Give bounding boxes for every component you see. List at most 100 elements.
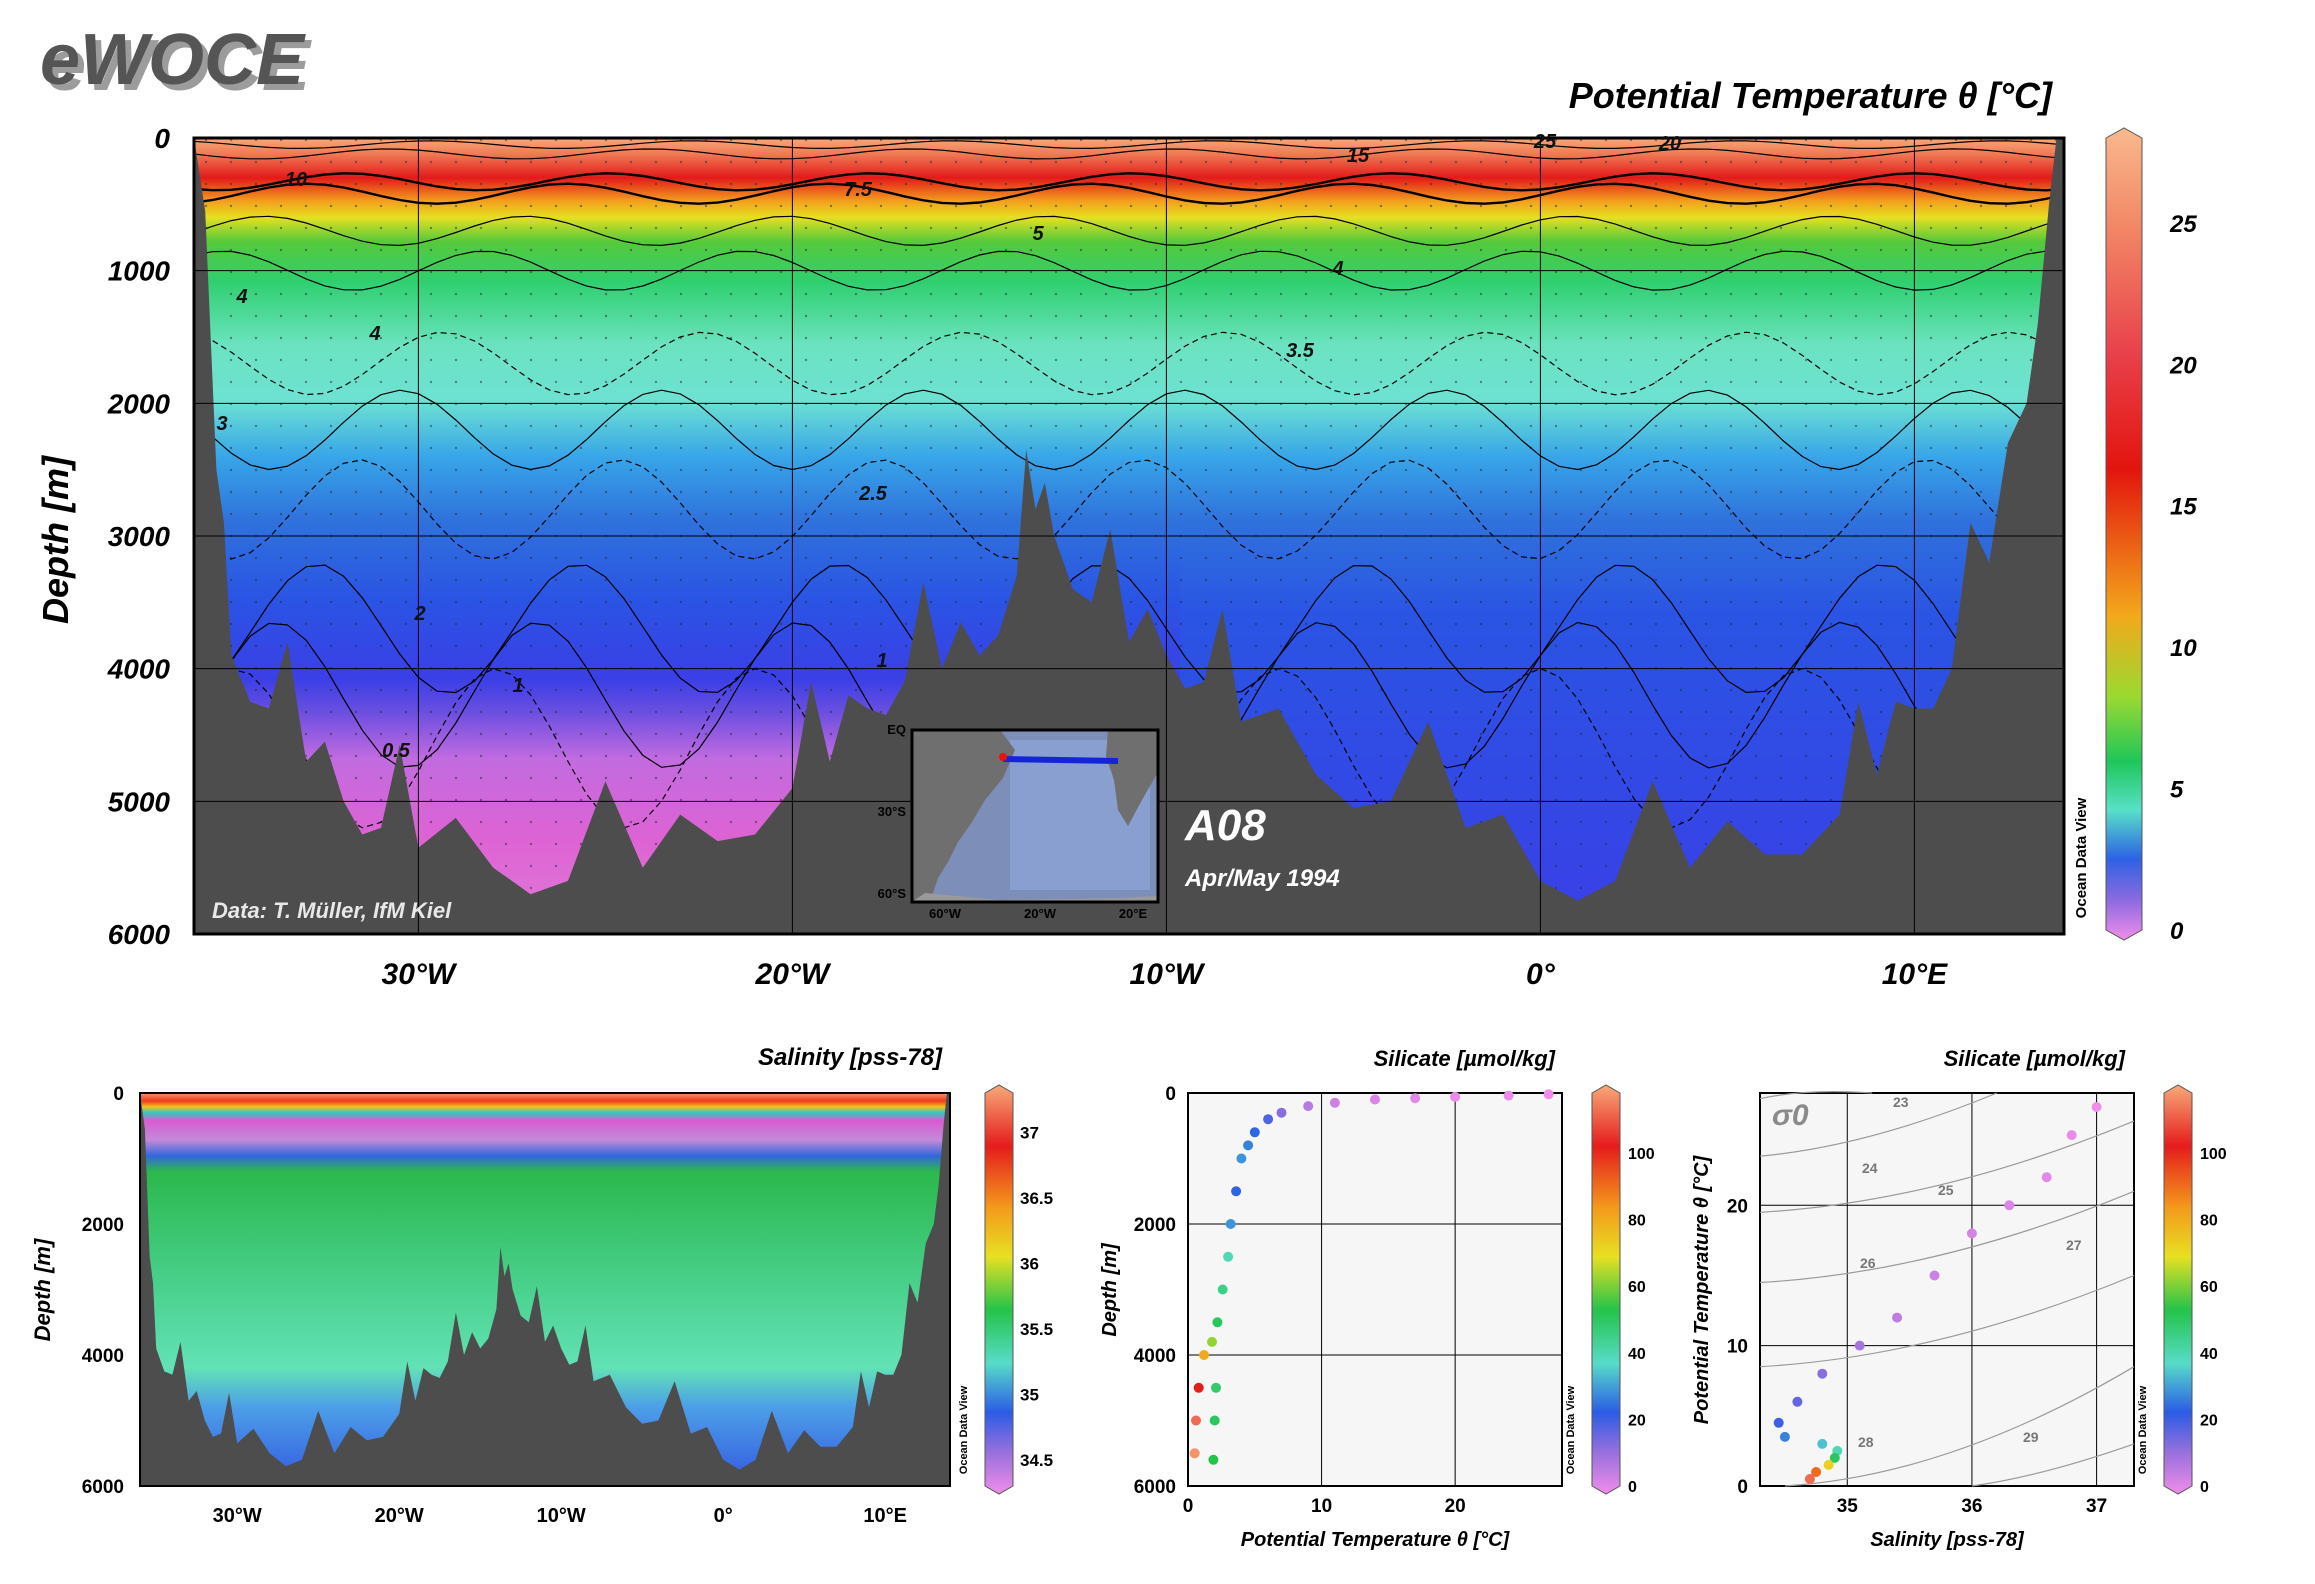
ytick-label: 4000	[107, 654, 171, 685]
isopycnal-label: 25	[1938, 1182, 1954, 1198]
ytick-label: 3000	[108, 521, 171, 552]
main-grid	[194, 138, 2064, 934]
data-point	[1543, 1089, 1554, 1100]
data-point	[1929, 1270, 1940, 1281]
data-point	[2041, 1172, 2052, 1183]
africa-landmass	[1106, 730, 1158, 826]
svg-text:Ocean Data View: Ocean Data View	[2137, 1385, 2149, 1474]
contour-label: 2.5	[858, 483, 888, 505]
svg-text:Ocean Data View: Ocean Data View	[958, 1385, 970, 1474]
ts-xlabel: Salinity [pss-78]	[1870, 1529, 2025, 1551]
salinity-frame	[139, 1092, 951, 1487]
ts-frame	[1759, 1092, 2135, 1487]
theta-depth-ylabel: Depth [m]	[1099, 1242, 1121, 1337]
colorbar-tick: 40	[2200, 1346, 2218, 1363]
sigma-label: σ0	[1772, 1099, 1809, 1132]
ts-colorbar: 100 80 60 40 20 0 Ocean Data View	[2137, 1084, 2227, 1496]
isopycnal-line	[1759, 1120, 2135, 1213]
data-point	[1829, 1452, 1840, 1463]
xtick-label: 36	[1961, 1496, 1982, 1517]
contour-label: 1	[876, 650, 887, 672]
data-point	[1804, 1474, 1815, 1484]
isopycnal-label: 27	[2066, 1237, 2082, 1253]
data-point	[1817, 1438, 1828, 1449]
data-point	[1209, 1415, 1220, 1426]
main-frame	[192, 136, 2066, 936]
xtick-label: 30°W	[382, 958, 458, 991]
salinity-yticks: 0 2000 4000 6000	[82, 1084, 124, 1498]
main-xticks: 30°W 20°W 10°W 0° 10°E	[382, 958, 1949, 991]
colorbar-tick: 100	[2200, 1146, 2227, 1163]
ewoce-logo: eWOCE eWOCE	[40, 20, 312, 106]
ts-points	[1773, 1102, 2102, 1484]
data-point	[1329, 1097, 1340, 1108]
colorbar-tick: 35.5	[1020, 1320, 1053, 1339]
contour-line	[194, 564, 2064, 694]
section-name: A08	[1184, 801, 1266, 850]
data-point	[1892, 1312, 1903, 1323]
contour-label: 4	[1331, 258, 1343, 280]
ytick-label: 4000	[82, 1346, 124, 1367]
contour-line	[194, 250, 2064, 291]
data-point	[1823, 1459, 1834, 1470]
ytick-label: 2000	[107, 388, 171, 419]
main-title: Potential Temperature θ [°C]	[1569, 75, 2053, 116]
colorbar-tick: 36	[1020, 1254, 1039, 1273]
svg-text:60°W: 60°W	[929, 906, 962, 921]
contour-line	[194, 140, 2064, 150]
svg-text:30°S: 30°S	[878, 804, 907, 819]
theta-depth-grid	[1188, 1093, 1562, 1486]
data-point	[2066, 1130, 2077, 1141]
theta-depth-yticks: 0 2000 4000 6000	[1134, 1084, 1176, 1498]
colorbar-tick: 0	[1628, 1479, 1637, 1496]
data-point	[1191, 1415, 1201, 1426]
data-point	[1207, 1336, 1217, 1347]
contour-label: 4	[235, 286, 247, 308]
section-date: Apr/May 1994	[1184, 865, 1340, 892]
ytick-label: 0	[154, 123, 170, 154]
contour-line	[194, 331, 2064, 396]
isopycnal-line	[1759, 1091, 1873, 1100]
ts-yticks: 0 10 20	[1727, 1196, 1748, 1498]
contour-label: 20	[1658, 133, 1681, 155]
data-point	[1243, 1140, 1254, 1151]
data-point	[1236, 1153, 1247, 1164]
colorbar-tick: 80	[2200, 1213, 2218, 1230]
xtick-label: 35	[1837, 1496, 1859, 1517]
colorbar-tick: 5	[2170, 777, 2184, 804]
data-point	[1211, 1382, 1221, 1393]
contour-line	[194, 389, 2064, 471]
isopycnal-label: 26	[1860, 1255, 1876, 1271]
colorbar-tick: 40	[1628, 1346, 1646, 1363]
theta-depth-frame	[1187, 1092, 1563, 1487]
contour-labels: 25 20 15 10 7.5 5 4 4 4 3.5 3 2.5 2 1 0.5 1	[216, 131, 1681, 762]
odv-watermark: Ocean Data View	[2073, 797, 2090, 918]
xtick-label: 0°	[1526, 958, 1556, 991]
ytick-label: 6000	[108, 919, 171, 950]
data-point	[1450, 1091, 1461, 1102]
ytick-label: 2000	[1134, 1215, 1176, 1236]
data-point	[1303, 1101, 1314, 1112]
svg-text:Ocean Data View: Ocean Data View	[1565, 1385, 1577, 1474]
salinity-bathymetry	[140, 1093, 950, 1486]
data-point	[1811, 1467, 1822, 1477]
salinity-plot	[140, 1093, 950, 1486]
colorbar-tick: 37	[1020, 1123, 1039, 1142]
isopycnal-label: 29	[2023, 1429, 2039, 1445]
svg-text:eWOCE: eWOCE	[46, 26, 312, 106]
data-point	[1217, 1284, 1228, 1295]
main-ylabel: Depth [m]	[35, 455, 76, 624]
data-point	[1966, 1228, 1977, 1239]
colorbar-tick: 0	[2200, 1479, 2209, 1496]
contour-label: 25	[1533, 131, 1557, 153]
contour-label: 4	[368, 323, 380, 345]
xtick-label: 10°E	[1882, 958, 1948, 991]
colorbar-tick: 100	[1628, 1146, 1655, 1163]
xtick-label: 37	[2086, 1496, 2107, 1517]
contour-label: 7.5	[844, 179, 873, 201]
colorbar-tick: 80	[1628, 1213, 1646, 1230]
data-point	[1276, 1107, 1287, 1118]
colorbar-tick: 60	[2200, 1279, 2218, 1296]
xtick-label: 0°	[714, 1505, 733, 1527]
